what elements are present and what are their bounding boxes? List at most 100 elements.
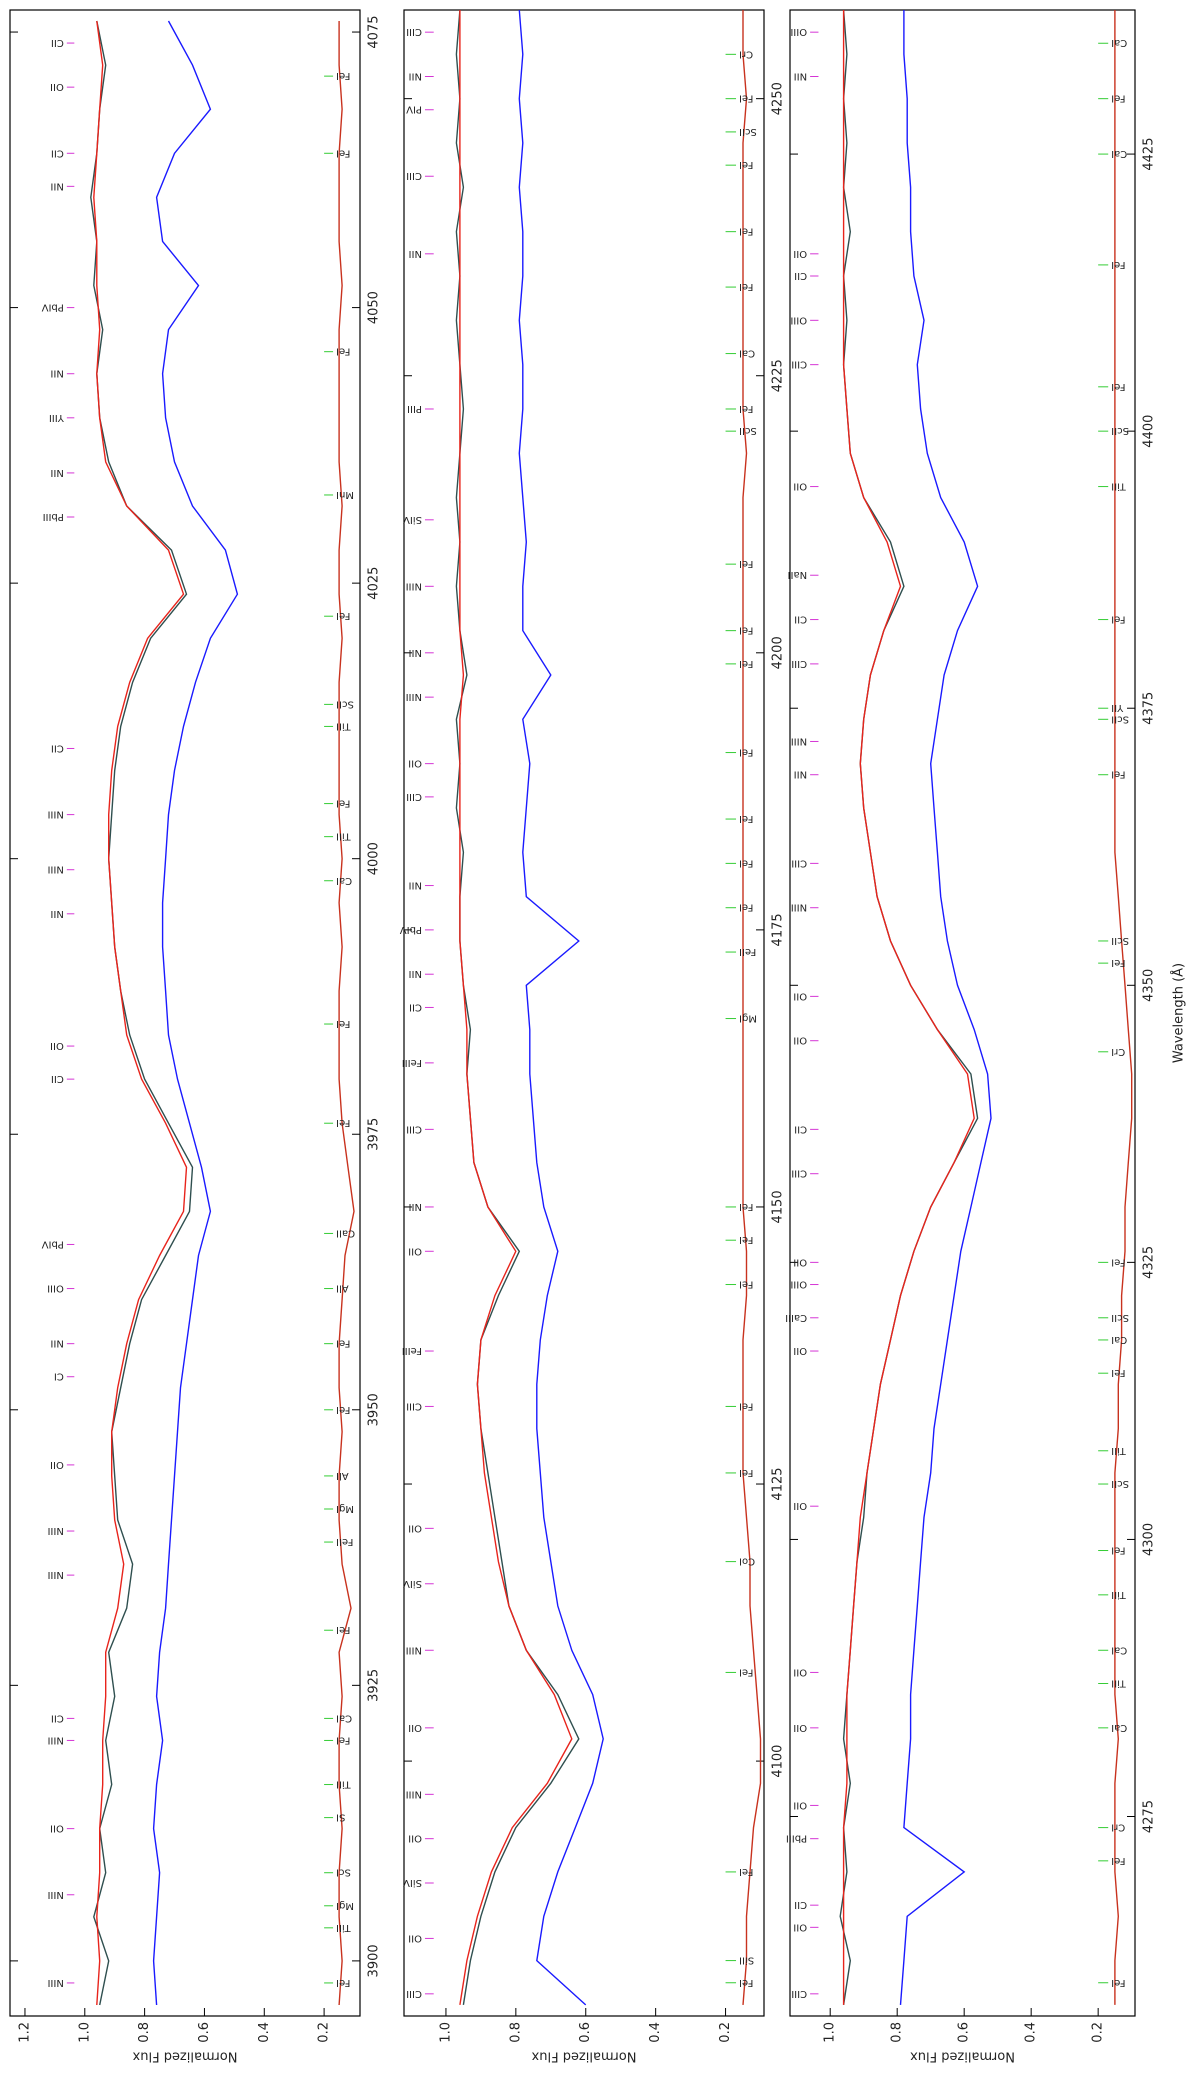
line-id-label: MgI: [336, 1900, 354, 1911]
line-id-label: AlI: [336, 1283, 349, 1294]
y-tick-label: 1.0: [438, 2022, 453, 2043]
spectrum-line: [518, 9, 604, 2006]
line-id-label: PbIV: [400, 924, 422, 935]
line-id-label: OII: [50, 1040, 64, 1051]
line-id-label: PbIV: [42, 1238, 64, 1249]
line-id-label: SiII: [739, 1955, 754, 1966]
line-id-label: CII: [794, 1899, 807, 1910]
line-id-label: TiII: [336, 1922, 351, 1933]
line-id-label: FeI: [1111, 1545, 1125, 1556]
line-id-label: OII: [50, 81, 64, 92]
x-tick-label: 4250: [771, 82, 786, 115]
line-id-label: ScII: [1111, 1312, 1129, 1323]
line-id-label: TiII: [336, 831, 351, 842]
line-id-label: FeI: [739, 625, 753, 636]
line-id-label: YIII: [49, 412, 65, 423]
line-id-label: PIV: [406, 104, 422, 115]
line-id-label: CII: [51, 1073, 64, 1084]
line-id-label: NIII: [48, 1734, 64, 1745]
line-id-label: CIII: [791, 857, 807, 868]
line-id-label: ScII: [1111, 425, 1129, 436]
line-id-label: FeI: [336, 1338, 350, 1349]
line-id-label: NII: [50, 908, 63, 919]
line-id-label: TiII: [1111, 481, 1126, 492]
line-id-label: FeI: [1111, 1977, 1125, 1988]
x-tick-label: 4100: [771, 1745, 786, 1778]
line-id-label: CaI: [1111, 1644, 1127, 1655]
line-id-label: CII: [409, 1001, 422, 1012]
line-id-label: CIII: [406, 1400, 422, 1411]
line-id-label: OIII: [790, 26, 807, 37]
line-id-label: FeI: [336, 1624, 350, 1635]
line-id-label: CIII: [406, 26, 422, 37]
line-id-label: SiIV: [403, 514, 422, 525]
line-id-label: CIII: [406, 791, 422, 802]
spectrum-line: [842, 10, 975, 2005]
y-tick-label: 0.6: [578, 2022, 593, 2043]
spectrum-line: [338, 21, 355, 2006]
line-id-label: OII: [408, 1932, 422, 1943]
x-tick-label: 4075: [367, 15, 382, 48]
x-tick-label: 4150: [771, 1190, 786, 1223]
plot-frame: [789, 9, 1136, 2017]
line-id-label: FeI: [1111, 93, 1125, 104]
line-id-label: FeI: [739, 1977, 753, 1988]
line-id-label: FeI: [1111, 1256, 1125, 1267]
y-axis-label: Normalized Flux: [132, 2049, 237, 2064]
line-id-label: FeI: [739, 857, 753, 868]
x-tick-label: 3975: [367, 1118, 382, 1151]
line-id-label: ScII: [739, 126, 757, 137]
line-id-label: TiII: [1111, 1445, 1126, 1456]
line-id-label: NII: [794, 769, 807, 780]
line-id-label: FeI: [336, 1404, 350, 1415]
line-id-label: OII: [50, 1823, 64, 1834]
line-id-label: CII: [51, 147, 64, 158]
y-tick-label: 1.2: [17, 2022, 32, 2043]
line-id-label: OIII: [47, 1283, 64, 1294]
line-id-label: SI: [336, 1812, 345, 1823]
line-id-label: FeII: [336, 1536, 353, 1547]
line-id-label: FeI: [739, 1400, 753, 1411]
line-id-label: ScII: [739, 425, 757, 436]
rotated-plot-area: 3900 3925 3950 3975 4000 4025 4050 4075 0.2 0.4 0.…: [9, 9, 1187, 2064]
line-id-label: CI: [54, 1371, 64, 1382]
line-id-label: CIII: [791, 1168, 807, 1179]
line-id-label: FeI: [739, 902, 753, 913]
spectrum-line: [152, 20, 239, 2006]
line-id-label: CII: [51, 1712, 64, 1723]
line-id-label: TiII: [336, 720, 351, 731]
line-id-label: NII: [50, 180, 63, 191]
line-id-label: FeI: [739, 658, 753, 669]
line-id-label: FeI: [336, 70, 350, 81]
line-id-label: ScII: [1111, 1478, 1129, 1489]
line-id-label: CII: [51, 37, 64, 48]
line-id-label: CII: [794, 270, 807, 281]
line-id-label: CIII: [791, 658, 807, 669]
x-tick-label: 4025: [367, 567, 382, 600]
line-id-label: NIII: [48, 809, 64, 820]
line-id-label: FeI: [739, 1666, 753, 1677]
line-id-label: MgI: [739, 1013, 757, 1024]
line-id-label: FeI: [336, 147, 350, 158]
line-id-label: FeI: [739, 1279, 753, 1290]
line-id-label: FeI: [1111, 614, 1125, 625]
line-id-label: CaI: [1111, 37, 1127, 48]
line-id-label: FeI: [336, 1977, 350, 1988]
spectrum-line: [839, 9, 979, 2006]
line-id-label: NIII: [406, 580, 422, 591]
line-id-label: NII: [50, 368, 63, 379]
line-id-label: FeI: [739, 1467, 753, 1478]
line-id-label: CaI: [336, 875, 352, 886]
line-id-label: FeIII: [402, 1057, 422, 1068]
line-id-label: FeI: [336, 610, 350, 621]
line-id-label: NIII: [48, 1569, 64, 1580]
line-id-label: FeI: [739, 1866, 753, 1877]
line-id-label: NIII: [406, 1788, 422, 1799]
line-id-label: CaIII: [785, 1312, 807, 1323]
y-tick-label: 0.8: [137, 2022, 152, 2043]
line-id-label: FeI: [336, 346, 350, 357]
line-id-label: SiIV: [403, 1578, 422, 1589]
line-id-label: NIII: [791, 902, 807, 913]
line-id-label: FeI: [336, 1734, 350, 1745]
plot-frame: [9, 9, 361, 2017]
